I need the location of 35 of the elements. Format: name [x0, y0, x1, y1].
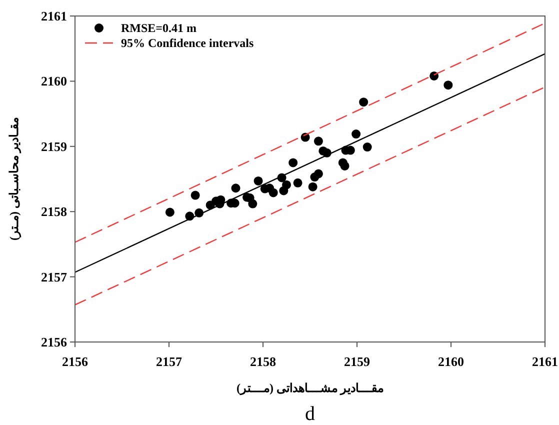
- y-tick-label: 2158: [41, 204, 68, 220]
- point: [231, 184, 240, 193]
- point: [314, 169, 323, 178]
- y-tick-label: 2156: [41, 334, 68, 350]
- point: [254, 176, 263, 186]
- point: [444, 80, 453, 90]
- x-axis-title: مقـــادیر مشـــاهداتی (مـــتر): [236, 381, 384, 396]
- x-tick-label: 2159: [344, 354, 370, 369]
- x-tick-label: 2157: [156, 354, 182, 369]
- y-tick-label: 2160: [41, 74, 67, 89]
- point: [248, 199, 258, 208]
- point: [314, 136, 323, 146]
- y-axis-title: مقـادیر محاسـباتی (مـتر): [7, 118, 22, 240]
- point: [282, 180, 291, 190]
- point: [268, 188, 278, 198]
- point: [308, 182, 318, 192]
- x-tick-label: 2158: [250, 354, 276, 369]
- point: [352, 130, 361, 139]
- point: [362, 142, 372, 152]
- x-tick-label: 2160: [438, 354, 464, 369]
- y-tick-label: 2157: [41, 269, 68, 284]
- point: [359, 98, 368, 107]
- legend-label: 95% Confidence intervals: [121, 36, 254, 50]
- legend-label: RMSE=0.41 m: [121, 21, 197, 35]
- y-tick-label: 2161: [41, 8, 67, 24]
- point: [288, 158, 298, 168]
- x-tick-label: 2161: [532, 354, 558, 369]
- point: [190, 190, 200, 200]
- point: [340, 161, 350, 170]
- point: [293, 178, 302, 188]
- x-tick-label: 2156: [62, 354, 88, 369]
- text: d: [305, 403, 315, 425]
- point: [165, 208, 174, 217]
- point: [430, 71, 439, 80]
- y-tick-label: 2159: [41, 138, 68, 154]
